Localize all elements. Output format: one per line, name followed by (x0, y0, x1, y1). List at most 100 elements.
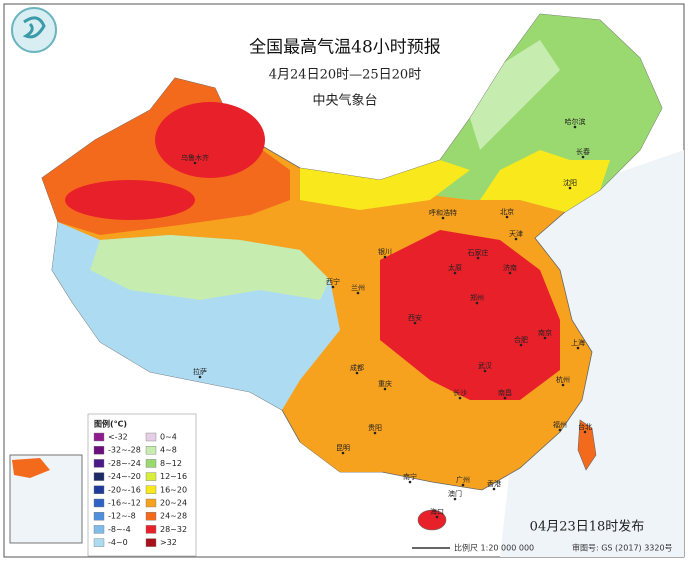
city-dot (413, 321, 417, 325)
city-label: 银川 (378, 247, 392, 256)
legend (87, 413, 197, 557)
issued: 04月23日18时发布 (530, 519, 645, 535)
legend-label: >32 (160, 538, 177, 547)
region-inner-mongolia (300, 160, 470, 210)
city-dot (573, 125, 577, 129)
legend-label: 12~16 (160, 472, 187, 481)
city-dot (583, 430, 587, 434)
city-label: 沈阳 (563, 178, 577, 187)
legend-swatch (145, 538, 157, 547)
city-label: 长春 (576, 147, 590, 156)
city-dot (576, 346, 580, 350)
legend-label: -24~-20 (108, 472, 141, 481)
legend-swatch (145, 498, 157, 508)
city-dot (453, 271, 457, 275)
city-label: 合肥 (514, 335, 528, 344)
city-dot (568, 186, 572, 190)
city-label: 哈尔滨 (565, 117, 586, 126)
region-junggar (155, 102, 265, 178)
city-dot (503, 396, 507, 400)
city-dot (453, 497, 457, 501)
city-dot (483, 369, 487, 373)
city-dot (508, 271, 512, 275)
legend-label: -32~-28 (108, 446, 141, 455)
city-label: 昆明 (336, 444, 350, 452)
title: 全国最高气温48小时预报 (249, 38, 441, 58)
city-dot (461, 483, 465, 487)
legend-label: -12~-8 (108, 512, 136, 521)
city-dot (505, 215, 509, 219)
city-dot (373, 431, 377, 435)
legend-swatch (145, 446, 157, 455)
city-label: 成都 (350, 363, 364, 372)
city-dot (408, 480, 412, 484)
legend-swatch (145, 512, 157, 521)
city-label: 武汉 (478, 361, 492, 370)
city-label: 南京 (538, 328, 552, 337)
legend-label: -20~-16 (108, 485, 141, 494)
legend-swatch (93, 446, 105, 455)
city-dot (435, 515, 439, 519)
city-dot (356, 291, 360, 295)
city-label: 济南 (503, 263, 517, 272)
logo-mark (22, 16, 46, 39)
city-label: 香港 (487, 479, 501, 488)
city-dot (519, 343, 523, 347)
legend-label: -4~0 (108, 538, 128, 547)
legend-label: -28~-24 (108, 459, 141, 468)
city-label: 台北 (578, 422, 592, 431)
city-label: 西宁 (326, 277, 340, 286)
legend-swatch (145, 525, 157, 534)
city-dot (561, 383, 565, 387)
city-dot (492, 487, 496, 491)
legend-swatch (93, 472, 105, 481)
city-label: 石家庄 (468, 248, 489, 257)
legend-label: 8~12 (160, 459, 182, 468)
city-label: 南宁 (403, 472, 417, 481)
city-label: 广州 (456, 475, 470, 484)
city-dot (476, 256, 480, 260)
city-dot (475, 301, 479, 305)
city-dot (383, 255, 387, 259)
legend-label: 28~32 (160, 525, 187, 534)
legend-swatch (145, 432, 157, 442)
city-label: 南昌 (498, 388, 512, 397)
city-label: 长沙 (453, 388, 467, 397)
legend-label: 4~8 (160, 446, 177, 455)
legend-swatch (93, 538, 105, 547)
legend-swatch (145, 459, 157, 468)
city-dot (355, 371, 359, 375)
city-dot (581, 155, 585, 159)
city-dot (383, 387, 387, 391)
region-qinghai (90, 235, 330, 300)
scale: 比例尺 1:20 000 000 (454, 543, 534, 553)
city-label: 郑州 (470, 294, 484, 302)
city-dot (198, 375, 202, 379)
city-dot (514, 237, 518, 241)
legend-label: 0~4 (160, 433, 177, 442)
city-dot (331, 285, 335, 289)
legend-swatch (93, 525, 105, 534)
subtitle: 4月24日20时—25日20时 (269, 68, 421, 83)
city-label: 兰州 (351, 283, 365, 292)
city-dot (543, 336, 547, 340)
city-label: 重庆 (378, 379, 392, 388)
city-label: 上海 (571, 338, 585, 347)
city-dot (193, 161, 197, 165)
city-label: 海口 (430, 507, 444, 516)
legend-swatch (93, 498, 105, 508)
city-label: 呼和浩特 (429, 208, 457, 217)
approval: 审图号: GS (2017) 3320号 (572, 543, 673, 553)
region-liaoning (480, 150, 610, 212)
region-yunnan (300, 410, 400, 472)
city-label: 太原 (448, 263, 462, 272)
legend-title: 图例(℃) (94, 419, 127, 429)
city-label: 福州 (553, 420, 567, 429)
legend-label: 20~24 (160, 499, 187, 508)
hainan (417, 509, 447, 531)
legend-label: -8~-4 (108, 525, 131, 534)
city-label: 澳门 (448, 489, 462, 498)
legend-swatch (93, 432, 105, 442)
